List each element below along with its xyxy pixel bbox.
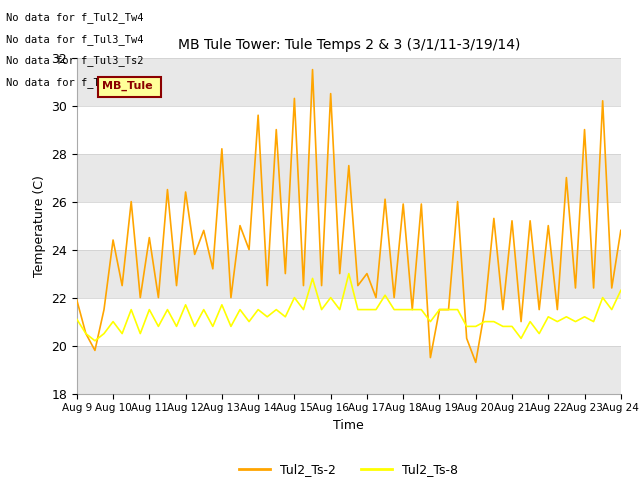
Bar bbox=[77, 154, 621, 202]
Text: No data for f_Tul3_Tw4: No data for f_Tul3_Tw4 bbox=[6, 34, 144, 45]
Text: MB_Tule: MB_Tule bbox=[102, 80, 153, 91]
Text: No data for f_Tul2_Tw4: No data for f_Tul2_Tw4 bbox=[6, 12, 144, 23]
Bar bbox=[77, 58, 621, 106]
Title: MB Tule Tower: Tule Temps 2 & 3 (3/1/11-3/19/14): MB Tule Tower: Tule Temps 2 & 3 (3/1/11-… bbox=[178, 38, 520, 52]
X-axis label: Time: Time bbox=[333, 419, 364, 432]
Legend: Tul2_Ts-2, Tul2_Ts-8: Tul2_Ts-2, Tul2_Ts-8 bbox=[234, 458, 463, 480]
Y-axis label: Temperature (C): Temperature (C) bbox=[33, 175, 45, 276]
Text: No data for f_Tul3_Ts2: No data for f_Tul3_Ts2 bbox=[6, 55, 144, 66]
Bar bbox=[77, 250, 621, 298]
Bar bbox=[77, 346, 621, 394]
Text: No data for f_Tul3_Ts5: No data for f_Tul3_Ts5 bbox=[6, 77, 144, 88]
